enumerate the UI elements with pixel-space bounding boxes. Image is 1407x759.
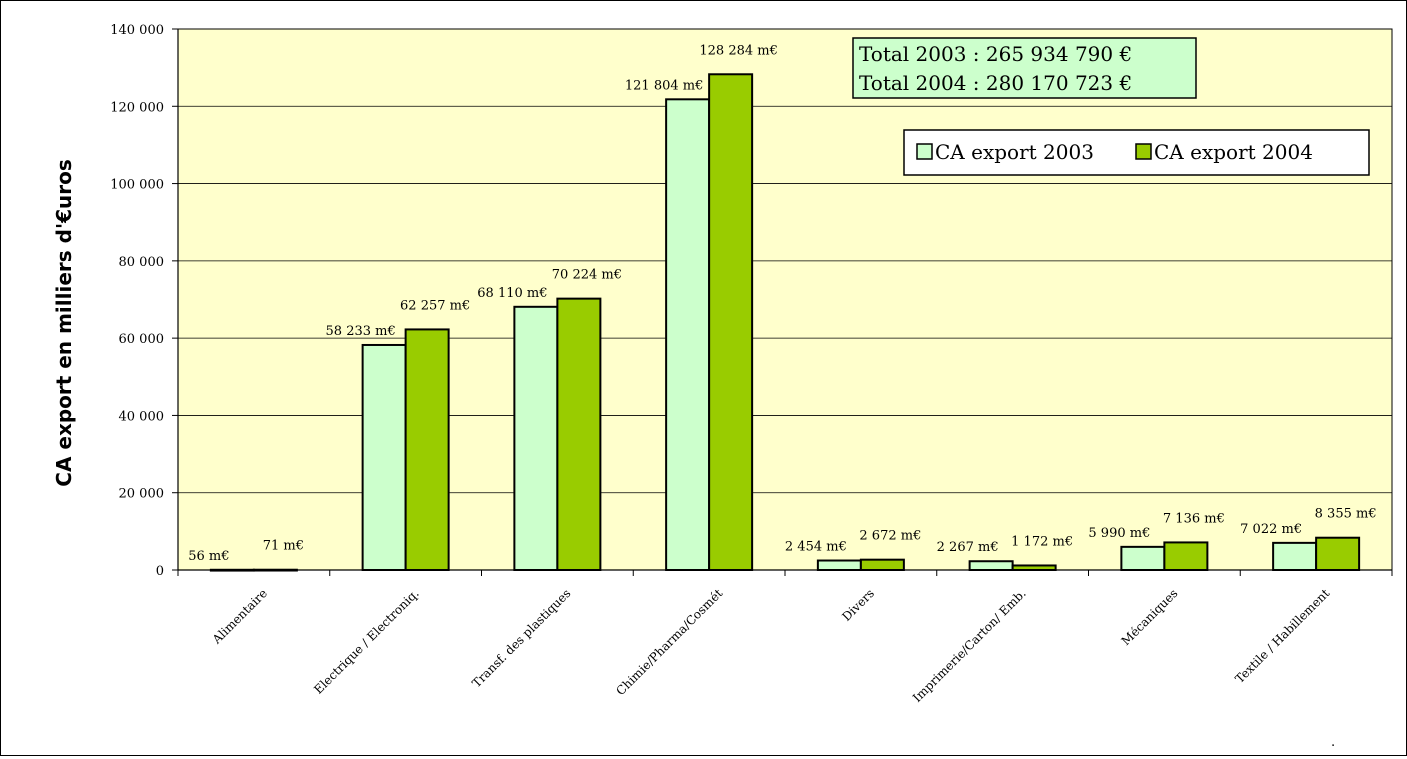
data-label-2004: 70 224 m€	[552, 268, 622, 283]
data-label-2003: 56 m€	[188, 549, 229, 564]
x-category-label: Transf. des plastiques	[469, 586, 573, 690]
data-label-2004: 128 284 m€	[699, 43, 778, 58]
bar-2004	[708, 73, 754, 572]
bar-2003	[816, 559, 862, 571]
legend-swatch-2003	[916, 143, 933, 160]
plot-area	[177, 28, 1393, 571]
total-2004-text: Total 2004 : 280 170 723 €	[859, 71, 1132, 95]
data-label-2004: 71 m€	[263, 539, 304, 554]
bar-2004	[404, 328, 450, 572]
x-category-label: Divers	[839, 586, 877, 624]
bar-2004	[1011, 564, 1057, 572]
bar-2003	[968, 560, 1014, 572]
data-label-2004: 7 136 m€	[1163, 511, 1225, 526]
bars-group	[209, 73, 1361, 572]
data-labels-group: 56 m€ 58 233 m€ 68 110 m€ 121 804 m€ 2 454 m…	[188, 43, 1376, 564]
bar-2003	[1272, 541, 1318, 572]
bar-2003	[513, 305, 559, 571]
y-tick-label: 120 000	[110, 100, 164, 115]
legend-label-2004: CA export 2004	[1154, 140, 1313, 164]
legend-swatch-2004	[1135, 143, 1152, 160]
data-label-2003: 2 454 m€	[785, 540, 847, 555]
data-label-2003: 58 233 m€	[326, 324, 396, 339]
total-2003-text: Total 2003 : 265 934 790 €	[859, 42, 1132, 66]
x-category-label: Chimie/Pharma/Cosmét	[613, 586, 725, 698]
axes-group	[172, 28, 1393, 576]
legend-label-2003: CA export 2003	[935, 140, 1094, 164]
bar-2003	[361, 343, 407, 571]
y-tick-label: 60 000	[119, 332, 165, 347]
bar-2004	[859, 558, 905, 571]
bar-2003	[665, 98, 711, 571]
bar-2004	[556, 297, 602, 571]
x-category-label: Imprimerie/Carton/ Emb.	[910, 586, 1029, 705]
y-tick-labels: 0 20 000 40 000 60 000 80 000 100 000 120 000 1…	[110, 23, 164, 579]
legend: CA export 2003 CA export 2004	[903, 129, 1370, 176]
data-label-2004: 8 355 m€	[1315, 507, 1377, 522]
data-label-2003: 7 022 m€	[1240, 522, 1302, 537]
data-label-2003: 68 110 m€	[477, 286, 547, 301]
x-category-label: Alimentaire	[209, 586, 270, 647]
y-tick-label: 20 000	[119, 487, 165, 502]
x-category-labels: Alimentaire Electrique / Electroniq. Trans…	[209, 586, 1332, 705]
bar-2003	[1120, 545, 1166, 571]
data-label-2003: 5 990 m€	[1088, 526, 1150, 541]
x-category-label: Textile / Habillement	[1232, 586, 1332, 686]
x-category-label: Electrique / Electroniq.	[311, 586, 421, 696]
y-tick-label: 140 000	[110, 23, 164, 38]
data-label-2004: 62 257 m€	[400, 298, 470, 313]
data-label-2004: 1 172 m€	[1011, 534, 1073, 549]
totals-annotation-box: Total 2003 : 265 934 790 € Total 2004 : …	[852, 37, 1197, 99]
y-axis-label: CA export en milliers d'€uros	[52, 159, 76, 486]
data-label-2003: 2 267 m€	[937, 540, 999, 555]
y-tick-label: 100 000	[110, 178, 164, 193]
bar-2004	[1163, 541, 1209, 571]
y-tick-label: 40 000	[119, 409, 165, 424]
x-category-label: Mécaniques	[1119, 586, 1181, 648]
y-tick-label: 80 000	[119, 255, 165, 270]
data-label-2003: 121 804 m€	[625, 78, 704, 93]
y-tick-label: 0	[156, 564, 164, 579]
bar-2004	[1315, 536, 1361, 571]
footnote-mark: .	[1331, 735, 1335, 750]
data-label-2004: 2 672 m€	[859, 529, 921, 544]
